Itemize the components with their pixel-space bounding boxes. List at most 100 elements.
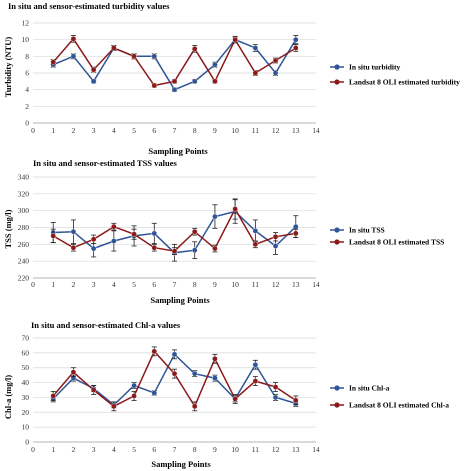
y-tick-label: 10 [22, 423, 30, 432]
data-point [191, 46, 198, 52]
legend-swatch-marker [334, 227, 340, 233]
tss-chart: In situ and sensor-estimated TSS values … [3, 158, 444, 305]
legend-swatch-marker [334, 402, 340, 408]
x-axis-label: Sampling Points [151, 459, 211, 469]
data-point [292, 36, 299, 43]
y-tick-label: 0 [25, 438, 29, 447]
data-point [90, 387, 97, 393]
x-tick-label: 2 [72, 280, 76, 289]
data-point [232, 396, 238, 402]
y-tick-label: 240 [18, 257, 30, 266]
y-axis-label: Chl-a (mg/l) [3, 375, 13, 419]
data-point [111, 403, 117, 410]
data-point [50, 59, 57, 65]
data-point [171, 78, 178, 85]
data-point [252, 228, 259, 234]
data-point [151, 53, 158, 60]
y-tick-label: 340 [18, 173, 30, 182]
x-tick-label: 4 [112, 280, 116, 289]
y-tick-label: 30 [22, 393, 30, 402]
chart-title: In situ and sensor-estimated Chl-a value… [31, 320, 181, 330]
chart-title: In situ and sensor-estimated TSS values [33, 158, 178, 168]
legend-label: Landsat 8 OLI estimated Chl-a [349, 401, 449, 410]
x-tick-label: 11 [252, 280, 259, 289]
x-tick-label: 9 [213, 126, 217, 135]
x-tick-label: 0 [31, 126, 35, 135]
y-tick-label: 10 [22, 35, 30, 44]
x-tick-label: 5 [132, 126, 136, 135]
x-tick-label: 0 [31, 445, 35, 454]
data-point [212, 356, 218, 362]
x-tick-label: 7 [173, 445, 177, 454]
x-tick-label: 11 [252, 445, 259, 454]
data-point [212, 375, 218, 381]
data-point [252, 378, 259, 384]
data-point [191, 403, 198, 410]
legend-label: In situ Chl-a [349, 384, 390, 393]
data-point [272, 233, 279, 240]
data-point [90, 78, 97, 85]
y-tick-label: 260 [18, 240, 30, 249]
x-tick-label: 3 [92, 280, 96, 289]
y-tick-label: 4 [25, 85, 29, 94]
data-point [50, 233, 57, 239]
x-tick-label: 13 [292, 280, 300, 289]
x-tick-label: 3 [92, 445, 96, 454]
x-tick-label: 14 [312, 445, 320, 454]
x-tick-label: 8 [193, 280, 197, 289]
data-point [212, 61, 218, 68]
y-tick-label: 6 [25, 69, 29, 78]
data-point [191, 247, 198, 254]
data-point [90, 236, 97, 243]
data-point [70, 369, 77, 375]
legend-swatch-marker [334, 79, 340, 85]
legend-label: Landsat 8 OLI estimated turbidity [349, 78, 460, 87]
y-axis-label: Turbidity (NTU) [3, 37, 13, 98]
data-point [272, 384, 279, 390]
x-tick-label: 1 [51, 280, 55, 289]
legend-swatch-marker [334, 239, 340, 245]
turbidity-chart-panel: In situ and sensor-estimated turbidity v… [0, 0, 474, 158]
data-point [151, 230, 158, 237]
data-point [70, 36, 77, 42]
y-tick-label: 0 [25, 119, 29, 128]
data-point [151, 348, 158, 355]
y-tick-label: 300 [18, 206, 30, 215]
x-tick-label: 2 [72, 445, 76, 454]
x-tick-label: 6 [152, 280, 156, 289]
data-point [252, 45, 259, 51]
x-axis-label: Sampling Points [148, 146, 208, 156]
x-tick-label: 13 [292, 126, 300, 135]
x-tick-label: 6 [152, 445, 156, 454]
x-tick-label: 7 [173, 280, 177, 289]
data-point [191, 228, 198, 235]
data-point [272, 57, 279, 64]
x-tick-label: 13 [292, 445, 300, 454]
x-tick-label: 11 [252, 126, 259, 135]
data-point [232, 206, 238, 212]
data-point [252, 70, 259, 76]
legend-label: In situ TSS [349, 226, 385, 235]
y-tick-label: 60 [22, 348, 30, 357]
x-tick-label: 5 [132, 280, 136, 289]
data-point [232, 36, 238, 43]
data-point [272, 70, 279, 76]
x-tick-label: 12 [272, 445, 280, 454]
x-tick-label: 8 [193, 445, 197, 454]
x-axis-label: Sampling Points [150, 295, 210, 305]
data-point [292, 230, 299, 237]
x-tick-label: 10 [231, 126, 239, 135]
data-point [212, 213, 218, 220]
x-tick-label: 3 [92, 126, 96, 135]
data-point [151, 82, 158, 89]
x-tick-label: 4 [112, 126, 116, 135]
chla-chart-panel: In situ and sensor-estimated Chl-a value… [0, 315, 474, 471]
chla-chart: In situ and sensor-estimated Chl-a value… [3, 320, 449, 469]
legend-swatch-marker [334, 385, 340, 391]
data-point [151, 244, 158, 251]
series-line [52, 350, 297, 408]
data-point [111, 223, 117, 230]
x-tick-label: 2 [72, 126, 76, 135]
data-point [171, 86, 178, 93]
data-point [111, 238, 117, 244]
